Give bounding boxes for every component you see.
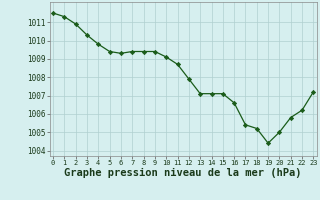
X-axis label: Graphe pression niveau de la mer (hPa): Graphe pression niveau de la mer (hPa): [64, 168, 302, 178]
